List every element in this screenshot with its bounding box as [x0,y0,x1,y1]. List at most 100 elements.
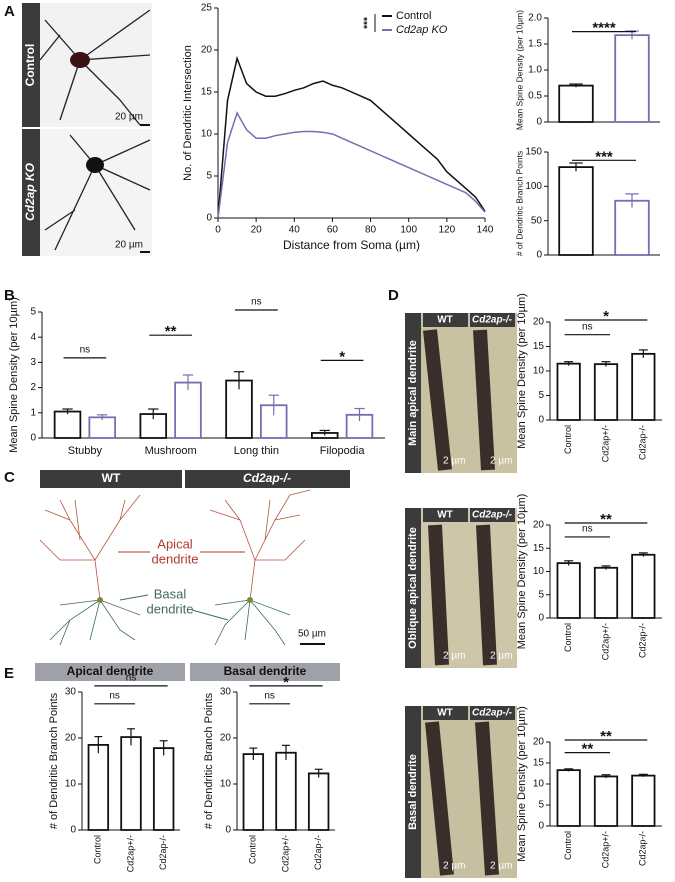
annotation: *** [363,17,374,29]
y-tick-label: 20 [533,737,545,748]
series-line [217,111,486,219]
basal-label: dendrite [147,601,194,616]
scale-label: 20 µm [115,240,143,251]
y-axis-label: Mean Spine Density (per 10µm) [516,494,528,650]
annotation: **** [592,20,616,37]
micrograph [405,313,517,473]
bar [53,410,82,439]
y-tick-label: 1.0 [528,65,542,76]
y-tick-label: 10 [65,779,77,790]
d-images [405,313,517,878]
y-tick-label: 25 [201,3,213,14]
y-tick-label: 1.5 [528,39,542,50]
image-label-bg [22,3,40,127]
y-tick-label: 4 [30,332,36,343]
bar [556,769,581,827]
header [470,313,515,327]
y-tick-label: 30 [220,687,232,698]
image-label: Control [23,44,37,87]
y-tick-label: 15 [533,543,545,554]
x-axis-label: Distance from Soma (µm) [283,238,420,252]
bar [631,352,656,421]
annotation: ns [251,297,262,308]
x-tick-label: Control [248,835,258,864]
soma [247,597,253,603]
legend-label: Cd2ap KO [396,24,448,36]
x-tick-label: Cd2ap-/- [638,623,648,658]
y-axis-label: Mean Spine Density (per 10µm) [516,706,528,862]
x-tick-label: Cd2ap-/- [638,831,648,866]
annotation: ns [264,690,275,701]
bar [593,566,619,619]
header-label: WT [102,471,121,485]
y-axis-label: Mean Spine Density (per 10µm) [516,293,528,449]
neuron [39,9,151,251]
x-tick-label: Long thin [234,445,279,457]
header-label: Basal dendrite [224,664,307,678]
header [423,313,468,327]
y-tick-label: 10 [533,779,545,790]
bar [307,772,330,831]
scale-label: 2 µm [443,456,465,467]
x-tick-label: Cd2ap-/- [638,425,648,460]
y-tick-label: 10 [201,129,213,140]
micrograph [405,508,517,668]
y-tick-label: 0 [30,433,36,444]
series-line [217,55,486,219]
image-label-bg [22,129,40,256]
header [423,706,468,720]
row-label: Oblique apical dendrite [407,527,419,649]
y-tick-label: 5 [538,589,544,600]
y-tick-label: 5 [538,800,544,811]
bar [152,747,175,831]
legend-label: Control [396,10,431,22]
header [190,663,340,681]
y-tick-label: 5 [30,307,36,318]
bar [120,736,142,831]
y-tick-label: 20 [533,520,545,531]
annotation: * [283,674,289,691]
bar [593,363,619,421]
x-tick-label: Cd2ap+/- [125,835,135,872]
header-label: WT [437,315,453,326]
bar [556,562,581,619]
x-tick-label: Cd2ap-/- [313,835,323,870]
y-tick-label: 0 [536,250,542,261]
bar [88,416,117,439]
image-label-bg [405,313,421,473]
x-tick-label: Control [93,835,103,864]
y-tick-label: 15 [533,341,545,352]
x-tick-label: Cd2ap+/- [600,623,610,660]
header [185,470,350,488]
x-tick-label: 0 [215,225,221,236]
y-tick-label: 30 [65,687,77,698]
y-tick-label: 0 [225,825,231,836]
x-tick-label: 60 [327,225,339,236]
x-tick-label: Mushroom [145,445,197,457]
x-tick-label: Stubby [68,445,103,457]
y-tick-label: 3 [30,357,36,368]
scale-label: 2 µm [443,861,465,872]
panel-label: E [4,665,14,682]
annotation: ns [582,524,593,535]
y-tick-label: 150 [525,147,542,158]
y-tick-label: 10 [220,779,232,790]
annotation: ns [109,690,120,701]
scale-label: 20 µm [115,112,143,123]
y-axis-label: Mean Spine Density (per 10µm) [514,10,524,130]
header-label: Cd2ap-/- [472,510,513,521]
y-tick-label: 5 [206,171,212,182]
bar [558,84,594,123]
panel-label: A [4,3,15,20]
x-tick-label: Control [563,831,573,860]
y-tick-label: 20 [220,733,232,744]
scale-label: 2 µm [490,861,512,872]
y-tick-label: 2.0 [528,13,542,24]
panel-label: C [4,469,15,486]
bar [174,381,202,439]
row-label: Basal dendrite [407,754,419,830]
panel-label: B [4,287,15,304]
y-tick-label: 0 [536,117,542,128]
y-tick-label: 20 [201,45,213,56]
